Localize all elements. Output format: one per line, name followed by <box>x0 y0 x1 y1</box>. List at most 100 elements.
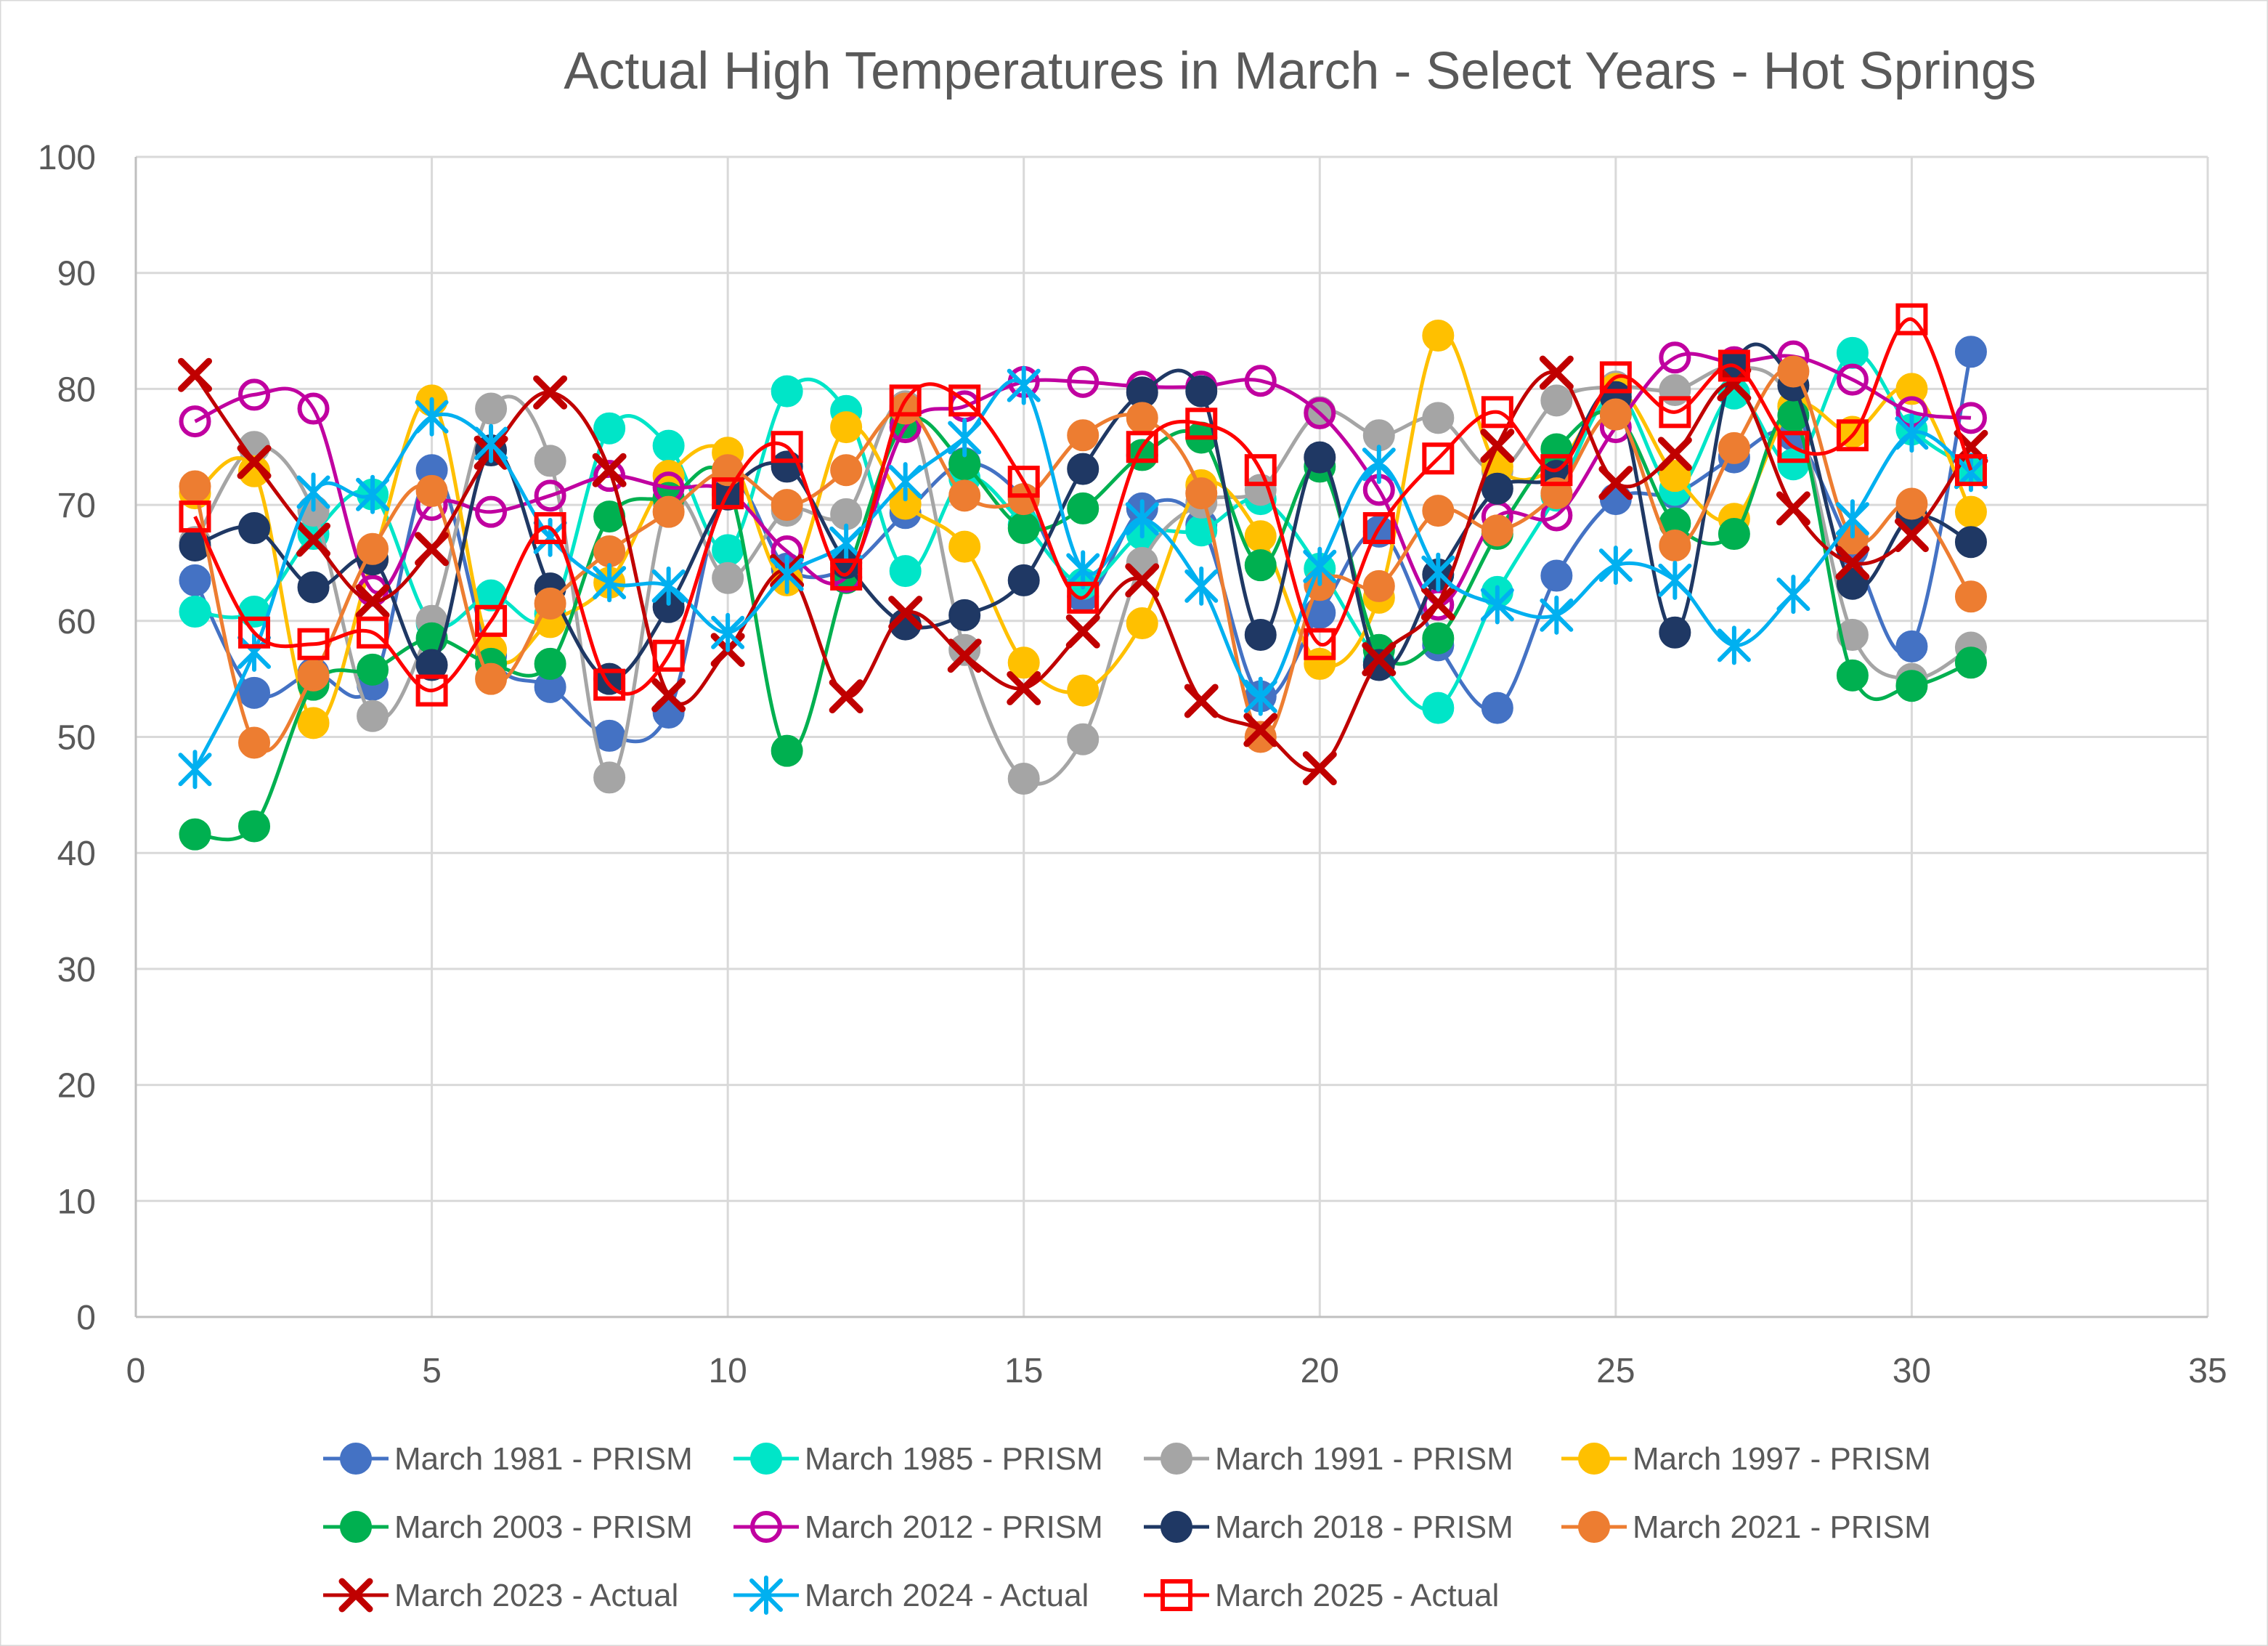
data-point <box>1420 586 1455 621</box>
data-point <box>593 535 626 567</box>
data-point <box>1835 499 1869 539</box>
data-point <box>1007 670 1041 705</box>
data-point <box>593 412 626 445</box>
x-tick-label: 10 <box>708 1352 747 1390</box>
data-point <box>1717 367 1752 402</box>
data-point <box>1954 580 1987 613</box>
data-point <box>238 512 271 545</box>
legend-item: March 2021 - PRISM <box>1561 1509 1931 1545</box>
data-point <box>712 477 744 510</box>
legend-item: March 2018 - PRISM <box>1144 1509 1513 1545</box>
data-point <box>1659 341 1691 374</box>
data-point <box>1954 402 1987 434</box>
data-point <box>1776 491 1810 526</box>
data-point <box>888 596 923 631</box>
data-point <box>1540 595 1574 635</box>
data-point <box>652 639 685 672</box>
data-point <box>712 534 744 567</box>
data-point <box>1954 495 1987 528</box>
data-point <box>1125 499 1159 539</box>
data-point <box>1480 429 1515 463</box>
data-point <box>1302 751 1337 786</box>
data-point <box>534 445 566 477</box>
data-point <box>1244 618 1277 651</box>
data-point <box>1007 365 1041 405</box>
data-point <box>771 489 803 522</box>
data-point <box>238 378 271 411</box>
data-point <box>238 676 271 709</box>
data-point <box>474 423 508 463</box>
data-point <box>1185 477 1218 510</box>
legend-item: March 1991 - PRISM <box>1144 1441 1513 1477</box>
legend-marker <box>750 1443 782 1475</box>
legend-item: March 2012 - PRISM <box>733 1509 1103 1545</box>
x-tick-label: 5 <box>422 1352 442 1390</box>
data-point <box>1184 566 1219 606</box>
data-point <box>1244 520 1277 553</box>
data-point <box>593 761 626 794</box>
data-point <box>1481 692 1513 724</box>
legend-label: March 2021 - PRISM <box>1633 1509 1931 1545</box>
data-point <box>593 563 627 603</box>
legend-label: March 2003 - PRISM <box>394 1509 693 1545</box>
data-point <box>1422 622 1455 654</box>
data-point <box>1066 550 1100 590</box>
legend-item: March 2025 - Actual <box>1144 1578 1499 1613</box>
axes: 0 10 20 30 40 50 60 70 80 90 100 0 5 10 15 20 25 30 35 <box>38 139 2227 1390</box>
data-point <box>1422 442 1455 475</box>
data-point <box>1599 398 1632 431</box>
data-point <box>1954 646 1987 679</box>
data-point <box>1954 454 1987 487</box>
data-point <box>238 726 271 759</box>
data-point <box>829 523 863 563</box>
y-tick-label: 0 <box>76 1299 96 1337</box>
data-point <box>888 462 922 502</box>
data-point <box>1007 646 1040 679</box>
data-point <box>948 633 981 666</box>
data-point <box>1007 466 1040 498</box>
data-point <box>1659 373 1691 406</box>
data-point <box>1067 453 1100 485</box>
y-tick-label: 40 <box>57 835 96 873</box>
legend-label: March 1997 - PRISM <box>1633 1441 1931 1477</box>
data-point <box>1954 526 1987 559</box>
data-point <box>1776 575 1810 615</box>
data-point <box>1659 529 1691 561</box>
data-point <box>1304 628 1336 660</box>
legend-label: March 1981 - PRISM <box>394 1441 693 1477</box>
data-point <box>1243 676 1277 716</box>
data-point <box>889 555 922 588</box>
data-point <box>1126 402 1158 434</box>
y-tick-label: 50 <box>57 719 96 758</box>
data-point <box>1598 466 1633 500</box>
legend-marker <box>749 1576 783 1615</box>
data-point <box>475 604 508 637</box>
data-point <box>179 405 211 438</box>
series-march-2024-actual <box>178 365 1988 790</box>
data-point <box>1067 674 1100 707</box>
legend-marker <box>1578 1511 1610 1543</box>
data-point <box>889 384 922 417</box>
data-point <box>1659 616 1691 649</box>
data-point <box>948 418 982 458</box>
data-point <box>1007 564 1040 596</box>
data-point <box>1540 559 1573 592</box>
data-point <box>1362 642 1397 677</box>
data-point <box>1718 518 1750 551</box>
series-march-2021-prism <box>179 355 1987 759</box>
data-point <box>178 750 212 790</box>
data-point <box>830 411 863 444</box>
data-point <box>593 460 626 492</box>
y-tick-label: 80 <box>57 370 96 409</box>
data-point <box>1895 630 1928 662</box>
data-point <box>296 472 330 512</box>
legend-marker <box>1161 1443 1192 1475</box>
data-point <box>297 659 330 692</box>
data-point <box>1244 549 1277 582</box>
x-tick-label: 0 <box>126 1352 146 1390</box>
data-point <box>1599 361 1632 394</box>
data-point <box>1007 512 1040 545</box>
legend-marker <box>340 1443 372 1475</box>
data-point <box>948 599 981 631</box>
data-point <box>1007 762 1040 795</box>
